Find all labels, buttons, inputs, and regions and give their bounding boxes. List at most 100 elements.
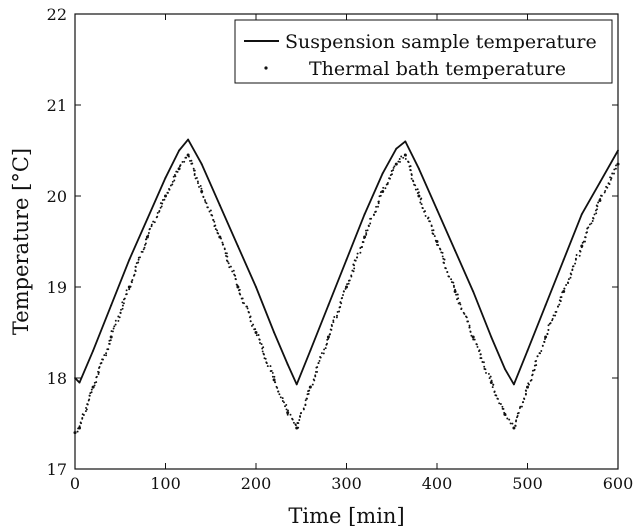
legend-label-bath: Thermal bath temperature xyxy=(309,58,566,80)
bath-dot xyxy=(118,316,121,319)
bath-dot xyxy=(306,393,309,396)
bath-dot xyxy=(150,225,153,228)
bath-dot xyxy=(511,422,514,425)
bath-dot xyxy=(584,240,586,243)
bath-dot xyxy=(370,217,373,220)
bath-dot xyxy=(217,232,220,235)
bath-dot xyxy=(434,239,437,242)
bath-dot xyxy=(611,172,614,175)
data-point-suspension xyxy=(454,249,456,252)
bath-dot xyxy=(443,258,446,261)
bath-dot xyxy=(480,357,483,360)
bath-dot xyxy=(561,291,564,294)
bath-dot xyxy=(313,379,316,382)
bath-dot xyxy=(279,396,282,399)
bath-dot xyxy=(204,200,207,203)
bath-dot xyxy=(102,358,104,361)
bath-dot xyxy=(88,394,91,397)
bath-dot xyxy=(352,270,355,273)
bath-dot xyxy=(128,288,131,291)
bath-dot xyxy=(490,379,493,382)
bath-dot xyxy=(183,160,186,163)
bath-dot xyxy=(482,361,485,364)
bath-dot xyxy=(417,191,420,194)
bath-dot xyxy=(574,258,577,261)
bath-dot xyxy=(579,250,582,253)
bath-dot xyxy=(419,201,422,204)
data-point-suspension xyxy=(580,213,583,216)
bath-dot xyxy=(326,342,328,345)
bath-dot xyxy=(430,225,433,228)
data-point-suspension xyxy=(178,149,180,152)
bath-dot xyxy=(111,330,114,333)
bath-dot xyxy=(161,202,164,205)
bath-dot xyxy=(593,213,596,216)
bath-dot xyxy=(117,319,120,322)
bath-dot xyxy=(580,246,583,249)
bath-dot xyxy=(597,201,600,204)
bath-dot xyxy=(551,317,554,320)
data-point-suspension xyxy=(526,349,529,352)
bath-dot xyxy=(575,254,578,256)
bath-dot xyxy=(348,279,351,282)
bath-dot xyxy=(187,155,190,158)
bath-dot xyxy=(185,156,188,159)
bath-dot xyxy=(328,333,331,336)
bath-dot xyxy=(144,243,146,246)
data-point-suspension xyxy=(490,336,493,338)
bath-dot xyxy=(236,284,239,287)
bath-dot xyxy=(199,184,202,187)
bath-dot xyxy=(77,427,80,430)
bath-dot xyxy=(269,365,272,368)
bath-dot xyxy=(574,262,577,265)
x-tick-label: 400 xyxy=(422,474,453,493)
bath-dot xyxy=(410,173,413,176)
bath-dot xyxy=(108,339,111,342)
bath-dot xyxy=(473,338,476,341)
bath-dot xyxy=(444,267,447,270)
bath-dot xyxy=(107,348,110,351)
bath-dot xyxy=(391,173,393,176)
x-axis-title: Time [min] xyxy=(288,504,404,528)
bath-dot xyxy=(90,391,93,394)
bath-dot xyxy=(156,211,159,214)
bath-dot xyxy=(569,276,572,279)
data-point-suspension xyxy=(128,258,131,261)
bath-dot xyxy=(531,373,534,376)
data-point-bath xyxy=(381,189,385,193)
data-point-suspension xyxy=(404,140,407,143)
bath-dot xyxy=(189,159,191,162)
bath-dot xyxy=(543,341,546,343)
bath-dot xyxy=(200,187,203,190)
bath-dot xyxy=(467,320,470,323)
bath-dot xyxy=(130,280,133,283)
bath-dot xyxy=(508,418,511,421)
bath-dot xyxy=(95,375,98,378)
bath-dot xyxy=(246,305,248,308)
bath-dot xyxy=(227,262,230,265)
y-tick-label: 19 xyxy=(47,278,67,297)
bath-dot xyxy=(119,311,122,314)
bath-dot xyxy=(412,179,414,182)
bath-dot xyxy=(263,353,265,356)
bath-dot xyxy=(214,224,217,227)
bath-dot xyxy=(469,330,472,333)
bath-dot xyxy=(226,260,229,263)
bath-dot xyxy=(533,368,536,371)
bath-dot xyxy=(274,381,277,384)
bath-dot xyxy=(460,307,463,310)
bath-dot xyxy=(501,405,504,408)
bath-dot xyxy=(250,324,253,327)
bath-dot xyxy=(171,180,174,183)
x-tick-label: 0 xyxy=(70,474,80,493)
bath-dot xyxy=(588,223,591,226)
data-point-suspension xyxy=(110,304,113,307)
bath-dot xyxy=(596,208,598,211)
bath-dot xyxy=(281,397,284,400)
data-point-suspension xyxy=(327,304,330,307)
bath-dot xyxy=(281,400,284,402)
bath-dot xyxy=(152,220,155,223)
data-point-suspension xyxy=(78,381,81,384)
bath-dot xyxy=(309,385,312,388)
